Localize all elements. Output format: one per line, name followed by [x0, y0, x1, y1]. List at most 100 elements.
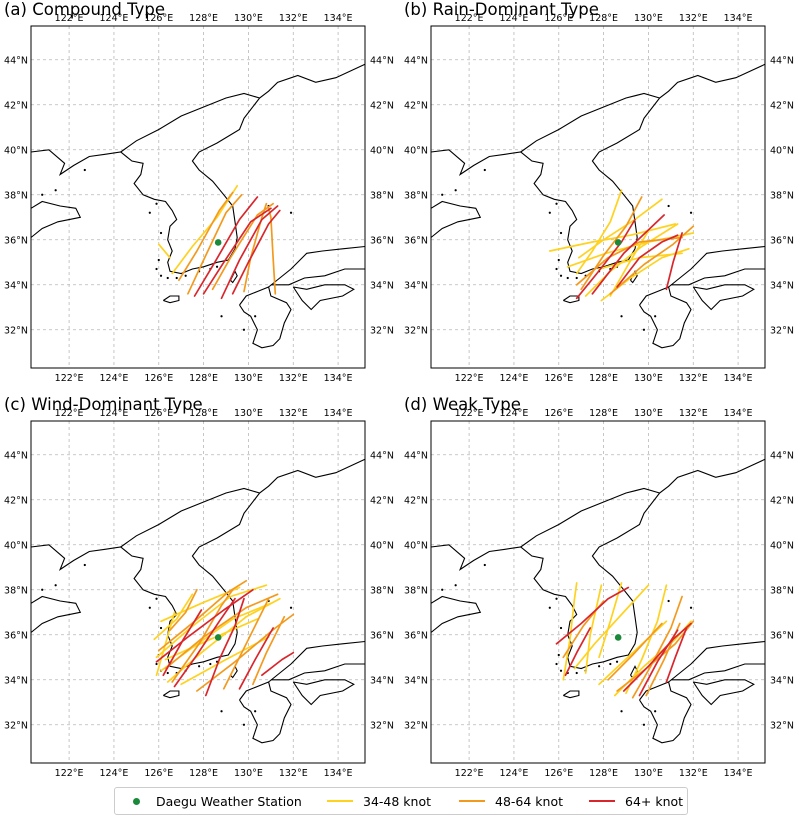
lon-tick-label-bottom: 128°E	[189, 768, 218, 779]
typhoon-track-weak	[584, 223, 679, 297]
typhoon-track-strong	[231, 209, 281, 295]
island-dot	[454, 584, 457, 587]
island-dot	[220, 710, 223, 713]
island-dot	[615, 660, 619, 663]
island-dot	[441, 588, 444, 591]
legend-item-station: Daegu Weather Station	[133, 788, 302, 814]
typhoon-track-moderate	[196, 613, 295, 692]
lon-tick-label-top: 130°E	[234, 13, 263, 24]
typhoon-track-strong	[638, 629, 679, 697]
island-dot	[157, 258, 160, 262]
coastline	[430, 200, 482, 238]
island-dot	[555, 662, 558, 666]
lat-tick-label-right: 36°N	[770, 235, 794, 246]
line-swatch-icon	[327, 800, 353, 802]
coastline	[239, 286, 292, 349]
coastline	[239, 681, 292, 744]
typhoon-track-strong	[555, 586, 630, 645]
lon-tick-label-top: 124°E	[99, 408, 128, 419]
panel-rain-dominant: (b) Rain-Dominant Type 122°E 122°E 124°E 12…	[400, 0, 800, 395]
legend-item-64plus: 64+ knot	[589, 788, 683, 814]
lat-tick-label-right: 38°N	[770, 190, 794, 201]
island-dot	[254, 710, 257, 713]
typhoon-track-strong	[173, 597, 236, 688]
lat-tick-label-left: 32°N	[404, 325, 428, 336]
coastline	[162, 295, 180, 304]
coastline	[292, 284, 355, 311]
coastline	[30, 595, 82, 633]
panel-title: (a) Compound Type	[4, 0, 166, 19]
lat-tick-label-right: 44°N	[370, 450, 394, 461]
lon-tick-label-bottom: 132°E	[679, 768, 708, 779]
coastline	[562, 295, 580, 304]
island-dot	[166, 276, 169, 280]
typhoon-track-weak	[171, 184, 239, 275]
typhoon-track-moderate	[164, 593, 279, 670]
typhoon-track-moderate	[252, 615, 286, 686]
map-rain-dominant: 122°E 122°E 124°E 124°E 126°E 126°E 128°E 128°E…	[404, 13, 794, 384]
lat-tick-label-left: 36°N	[4, 630, 28, 641]
lon-tick-label-top: 132°E	[279, 408, 308, 419]
island-dot	[566, 276, 569, 280]
typhoon-track-weak	[562, 582, 578, 681]
legend-label: 64+ knot	[625, 793, 684, 809]
lon-tick-label-top: 122°E	[55, 408, 84, 419]
island-dot	[220, 315, 223, 318]
typhoon-track-weak	[578, 198, 663, 259]
typhoon-track-moderate	[211, 202, 274, 291]
lon-tick-label-bottom: 130°E	[234, 373, 263, 384]
island-dot	[41, 588, 44, 591]
lon-tick-label-bottom: 124°E	[499, 373, 528, 384]
legend-label: 34-48 knot	[363, 793, 432, 809]
lon-tick-label-bottom: 122°E	[455, 768, 484, 779]
island-dot	[620, 315, 623, 318]
lat-tick-label-left: 38°N	[4, 190, 28, 201]
lat-tick-label-left: 34°N	[404, 675, 428, 686]
lat-tick-label-right: 38°N	[370, 585, 394, 596]
lon-tick-label-top: 126°E	[544, 13, 573, 24]
legend-item-48-64: 48-64 knot	[459, 788, 563, 814]
coastline	[30, 200, 82, 238]
lon-tick-label-bottom: 124°E	[499, 768, 528, 779]
island-dot	[654, 315, 657, 318]
typhoon-track-moderate	[222, 597, 270, 690]
lon-tick-label-bottom: 126°E	[144, 768, 173, 779]
lon-tick-label-top: 128°E	[589, 13, 618, 24]
island-dot	[289, 211, 293, 214]
island-dot	[159, 626, 163, 630]
lat-tick-label-right: 34°N	[770, 675, 794, 686]
lat-tick-label-left: 34°N	[404, 280, 428, 291]
typhoon-track-weak	[166, 597, 281, 683]
island-dot	[159, 231, 163, 235]
lon-tick-label-top: 134°E	[724, 13, 753, 24]
map-background	[431, 26, 765, 368]
lat-tick-label-right: 44°N	[770, 450, 794, 461]
island-dot	[242, 723, 246, 726]
panel-compound: (a) Compound Type 122°E 122°E 124°E 124°E 12…	[0, 0, 400, 395]
lon-tick-label-bottom: 134°E	[324, 373, 353, 384]
lat-tick-label-left: 36°N	[404, 235, 428, 246]
map-weak: 122°E 122°E 124°E 124°E 126°E 126°E 128°E 128°E…	[404, 408, 794, 779]
lat-tick-label-right: 40°N	[770, 145, 794, 156]
island-dot	[555, 202, 558, 205]
island-dot	[689, 606, 693, 609]
panel-title: (b) Rain-Dominant Type	[404, 0, 599, 19]
lon-tick-label-bottom: 128°E	[589, 768, 618, 779]
lat-tick-label-right: 36°N	[370, 630, 394, 641]
coastline	[692, 679, 755, 706]
island-dot	[159, 274, 163, 277]
lon-tick-label-top: 134°E	[324, 13, 353, 24]
lon-tick-label-bottom: 122°E	[455, 373, 484, 384]
island-dot	[155, 662, 158, 666]
typhoon-track-moderate	[580, 196, 643, 291]
typhoon-track-moderate	[171, 588, 234, 683]
typhoon-track-strong	[238, 627, 274, 690]
lat-tick-label-right: 32°N	[770, 325, 794, 336]
typhoon-track-weak	[155, 611, 176, 677]
lat-tick-label-left: 34°N	[4, 675, 28, 686]
island-dot	[54, 584, 57, 587]
lat-tick-label-right: 44°N	[370, 55, 394, 66]
map-frame	[430, 25, 766, 369]
coastline	[30, 63, 366, 275]
island-dot	[559, 669, 563, 672]
